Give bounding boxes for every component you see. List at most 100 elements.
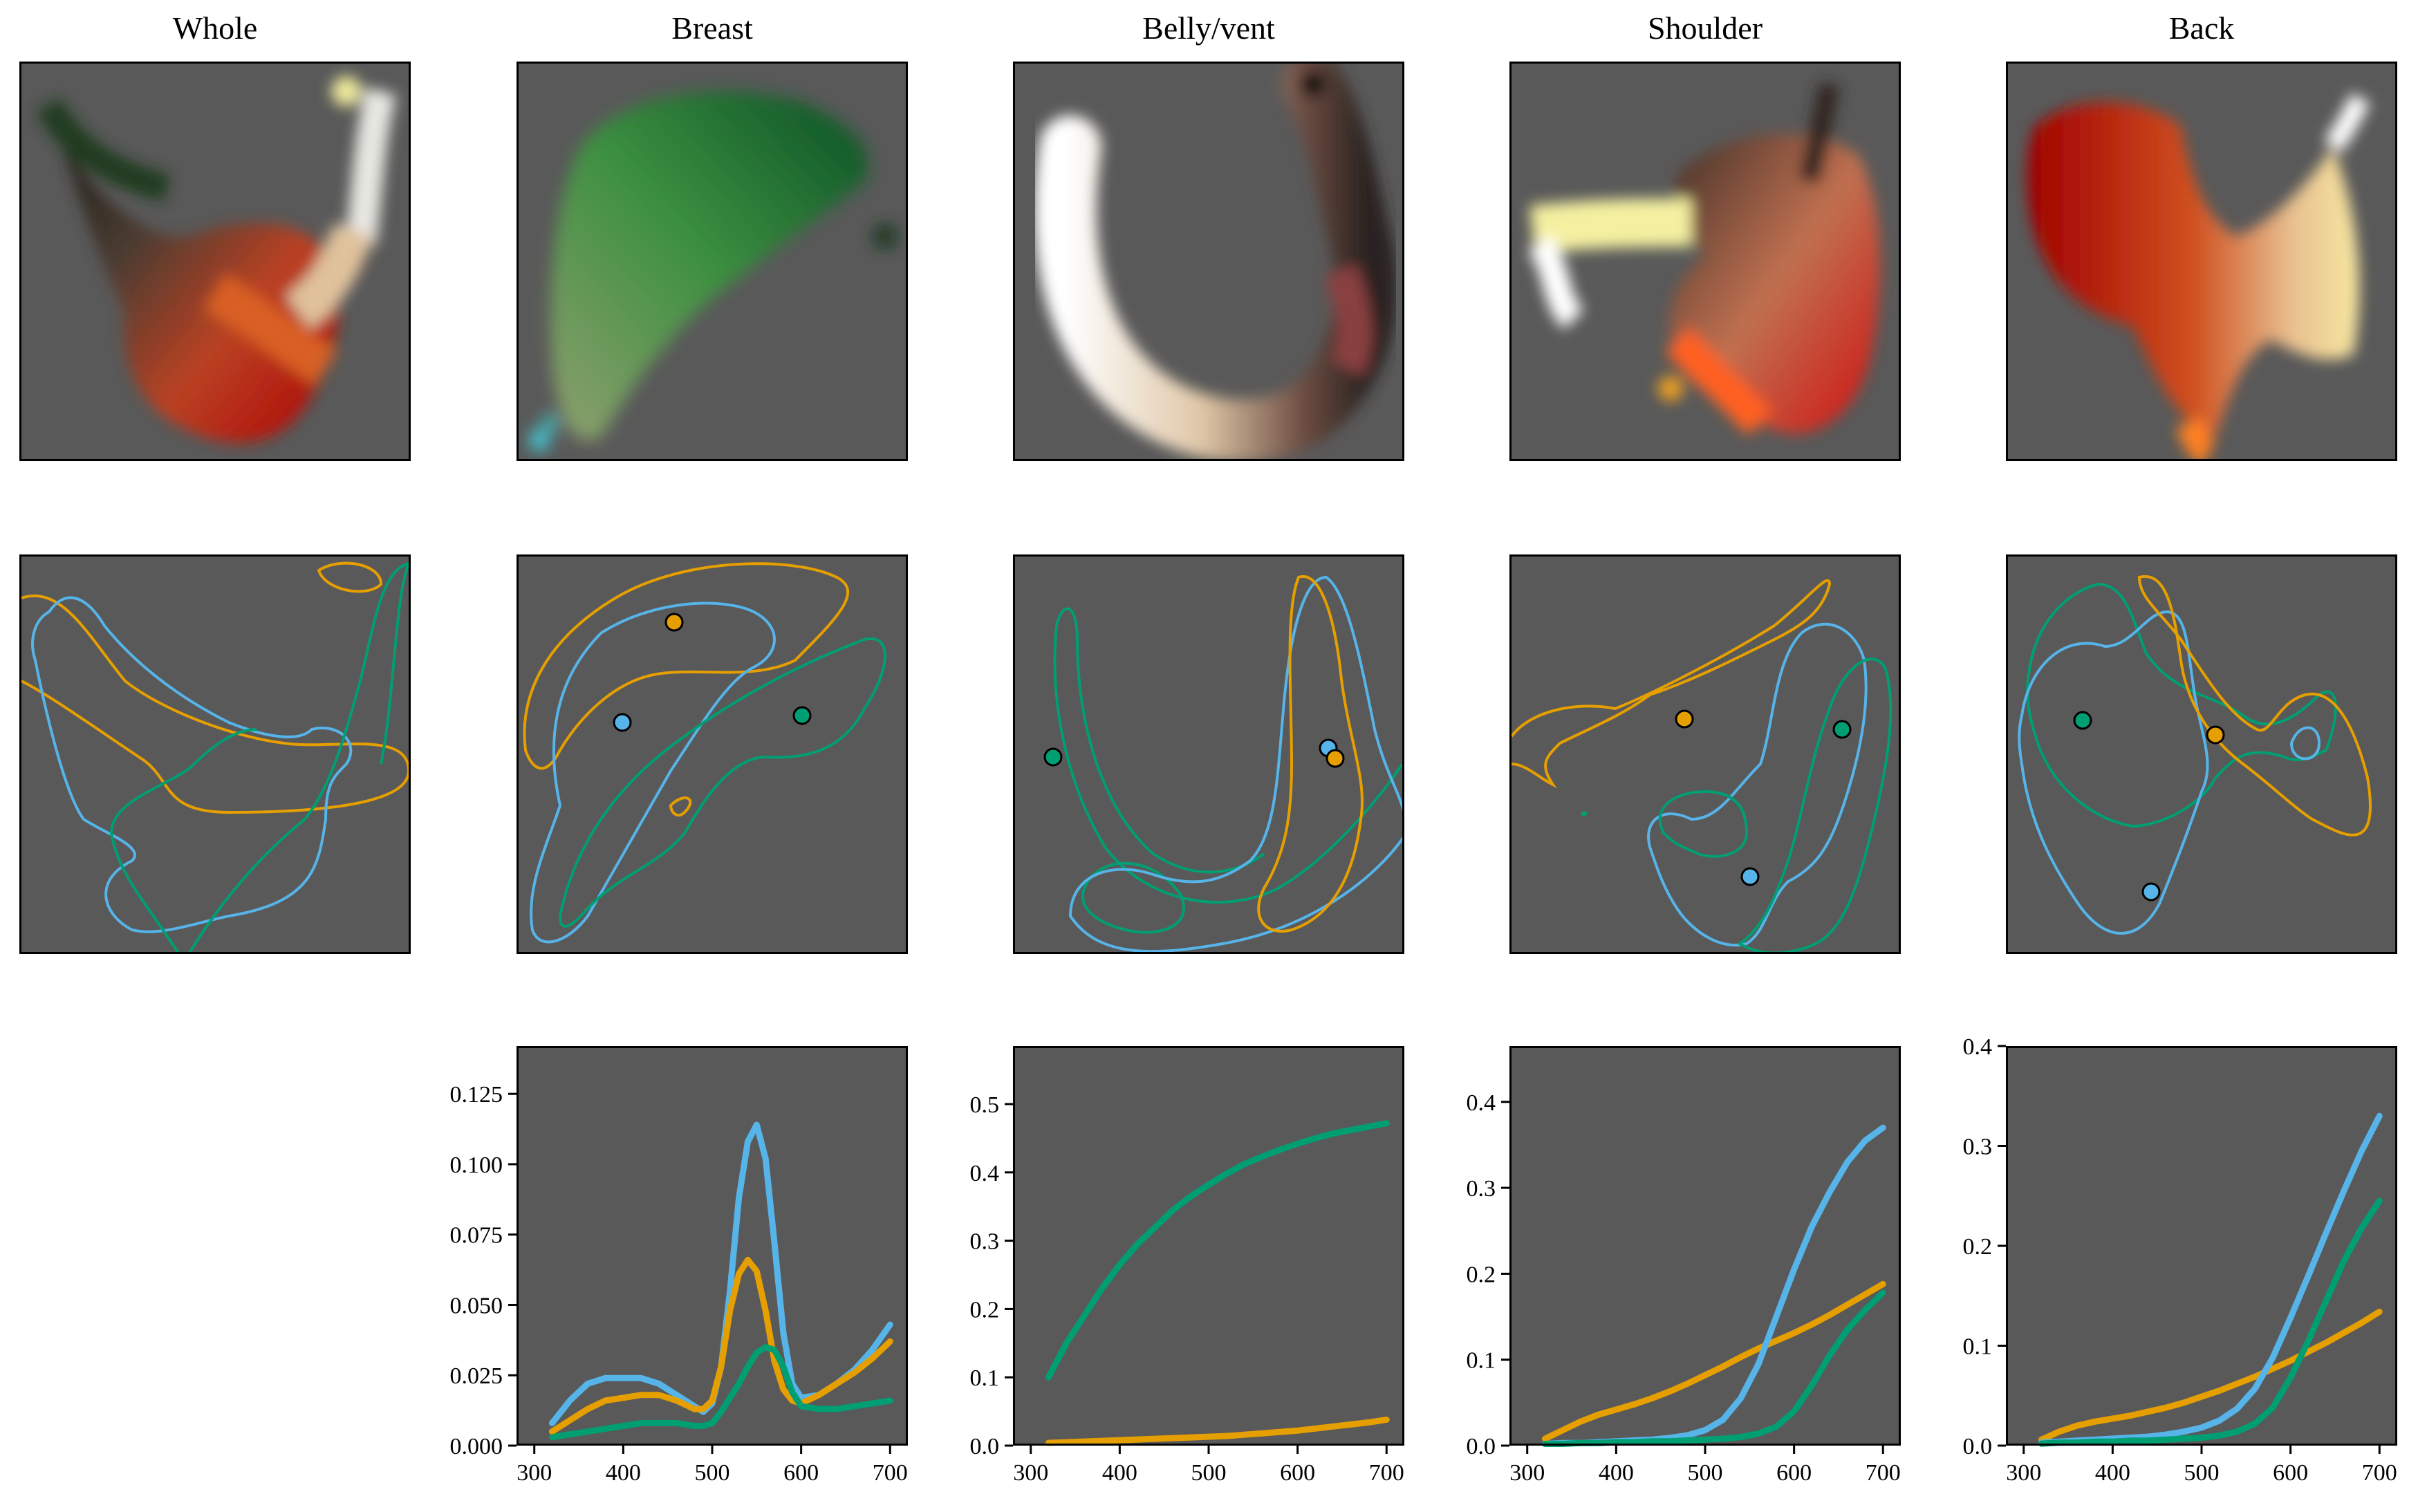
series-line-orange <box>1045 1416 1390 1446</box>
y-tick-label: 0.000 <box>450 1434 503 1459</box>
spectra-chart-belly: 300 400 500 600 700 0.0 0.1 0.2 0.3 0.4 0.5 <box>970 1046 1404 1486</box>
contour-panel-belly <box>1013 554 1404 954</box>
series-line-orange <box>1541 1280 1886 1442</box>
y-tick-label: 0.100 <box>450 1152 503 1178</box>
scatter-panel-whole <box>19 62 411 461</box>
centroid-orange <box>2206 725 2225 745</box>
centroid-green <box>792 706 812 725</box>
scatter-panel-shoulder <box>1509 62 1901 461</box>
contour-green-3 <box>1081 861 1185 934</box>
x-tick-label: 500 <box>695 1460 730 1486</box>
y-tick-label: 0.4 <box>970 1161 1000 1186</box>
y-tick-label: 0.2 <box>970 1297 1000 1323</box>
plot-area <box>2006 1046 2397 1446</box>
contour-green-2 <box>109 728 257 952</box>
plot-area <box>517 1046 908 1446</box>
centroid-orange <box>1675 709 1694 729</box>
x-tick-label: 400 <box>2095 1460 2130 1486</box>
scatter-panel-belly <box>1013 62 1404 461</box>
y-tick-label: 0.3 <box>1963 1135 1993 1160</box>
x-tick-label: 500 <box>1688 1460 1723 1486</box>
x-tick-label: 700 <box>2362 1460 2397 1486</box>
plot-area <box>1013 1046 1404 1446</box>
y-tick-label: 0.1 <box>1467 1348 1496 1374</box>
y-tick-label: 0.0 <box>1963 1434 1993 1459</box>
series-line-green <box>548 1344 893 1441</box>
contour-blue <box>530 601 776 944</box>
contour-panel-shoulder <box>1509 554 1901 954</box>
y-tick-label: 0.4 <box>1467 1090 1496 1116</box>
x-tick-label: 300 <box>2006 1460 2041 1486</box>
spectra-chart-shoulder: 300 400 500 600 700 0.0 0.1 0.2 0.3 0.4 <box>1467 1046 1901 1486</box>
contour-green-2 <box>1737 657 1892 952</box>
plot-frame <box>1509 1046 1901 1446</box>
x-tick-label: 300 <box>1509 1460 1545 1486</box>
contour-blue <box>2018 610 2209 935</box>
scatter-panel-breast <box>517 62 908 461</box>
contour-orange <box>21 594 409 814</box>
spectra-chart-breast: 300 400 500 600 700 0.000 0.025 0.050 0.075 0.100… <box>450 1046 908 1486</box>
plot-frame <box>2006 1046 2397 1446</box>
y-tick-label: 0.1 <box>1963 1334 1993 1360</box>
contour-green <box>558 637 886 928</box>
y-tick-label: 0.2 <box>1963 1234 1993 1260</box>
plot-frame <box>1013 1046 1404 1446</box>
x-tick-label: 500 <box>2184 1460 2220 1486</box>
y-tick-label: 0.2 <box>1467 1262 1496 1287</box>
contour-panel-whole <box>19 554 411 954</box>
x-tick-label: 400 <box>606 1460 641 1486</box>
column-title-back: Back <box>2168 10 2235 46</box>
contour-green-dot <box>1581 811 1587 816</box>
series-line-green <box>2038 1197 2383 1447</box>
x-tick-label: 400 <box>1102 1460 1137 1486</box>
centroid-blue <box>2141 882 2161 902</box>
contour-orange-small <box>317 561 383 593</box>
y-tick-label: 0.025 <box>450 1363 503 1389</box>
scatter-panel-back <box>2006 62 2397 461</box>
y-tick-label: 0.050 <box>450 1293 503 1318</box>
x-tick-label: 700 <box>1369 1460 1404 1486</box>
x-tick-label: 600 <box>2273 1460 2308 1486</box>
y-tick-label: 0.125 <box>450 1082 503 1108</box>
x-tick-label: 500 <box>1191 1460 1227 1486</box>
centroid-orange <box>1326 749 1345 768</box>
contour-blue-small <box>2289 726 2321 760</box>
y-tick-label: 0.0 <box>970 1434 1000 1459</box>
x-tick-label: 700 <box>873 1460 908 1486</box>
x-tick-label: 400 <box>1599 1460 1634 1486</box>
series-line-orange <box>548 1256 893 1435</box>
spectra-chart-back: 300 400 500 600 700 0.0 0.1 0.2 0.3 0.4 <box>1963 1034 2397 1486</box>
y-tick-label: 0.075 <box>450 1223 503 1249</box>
y-tick-label: 0.5 <box>970 1092 1000 1118</box>
y-tick-label: 0.3 <box>1467 1176 1496 1202</box>
contour-green <box>2026 582 2337 828</box>
column-title-belly: Belly/vent <box>1142 10 1275 46</box>
y-tick-label: 0.4 <box>1963 1034 1993 1060</box>
contour-blue <box>31 596 353 933</box>
contour-panel-breast <box>517 554 908 954</box>
plot-frame <box>517 1046 908 1446</box>
y-tick-label: 0.0 <box>1467 1434 1496 1459</box>
contour-orange-small <box>669 796 692 817</box>
y-tick-label: 0.1 <box>970 1365 1000 1391</box>
x-tick-label: 600 <box>1280 1460 1315 1486</box>
series-line-green <box>1045 1120 1390 1381</box>
contour-orange <box>2137 575 2372 837</box>
plot-area <box>1509 1046 1901 1446</box>
contour-green <box>1658 790 1749 858</box>
contour-green-2 <box>1055 607 1265 874</box>
contour-green <box>1053 625 1402 904</box>
contour-panel-back <box>2006 554 2397 954</box>
centroid-green <box>1832 720 1852 739</box>
centroid-blue <box>1740 867 1760 886</box>
x-tick-label: 600 <box>1776 1460 1812 1486</box>
column-title-shoulder: Shoulder <box>1647 10 1763 46</box>
column-title-whole: Whole <box>172 10 258 46</box>
centroid-green <box>1043 747 1063 767</box>
x-tick-label: 300 <box>1013 1460 1048 1486</box>
x-tick-label: 700 <box>1866 1460 1901 1486</box>
centroid-orange <box>664 613 684 632</box>
x-tick-label: 300 <box>517 1460 552 1486</box>
centroid-green <box>2073 711 2092 730</box>
